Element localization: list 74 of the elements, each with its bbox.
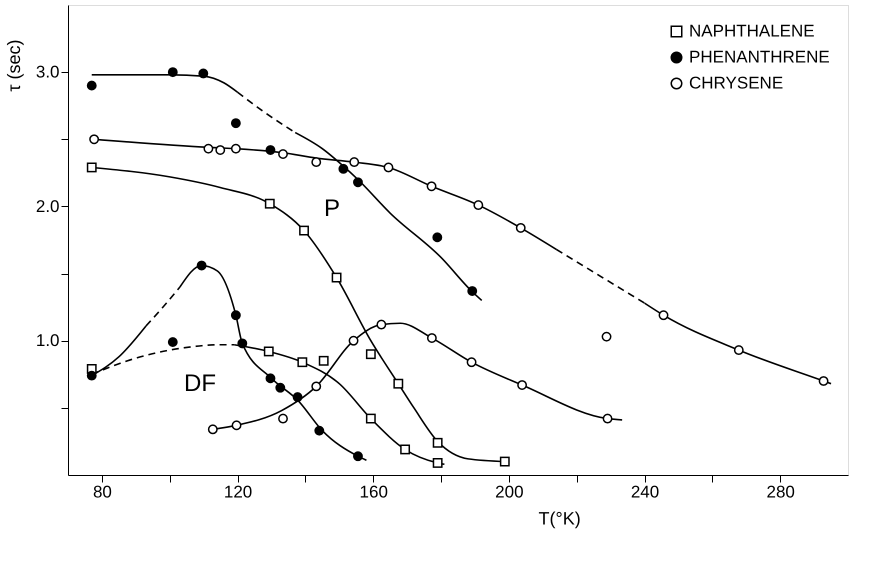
x-tick-label: 240 [630, 482, 660, 502]
point [215, 145, 226, 155]
point [426, 333, 437, 343]
y-tick-label: 3.0 [36, 62, 60, 82]
point [278, 414, 288, 424]
point [230, 118, 241, 128]
legend-label: CHRYSENE [689, 74, 784, 92]
point [376, 320, 386, 330]
x-tick-label: 280 [766, 482, 795, 502]
point [658, 310, 668, 320]
point [353, 451, 363, 462]
point [264, 198, 275, 209]
x-tick-label: 80 [92, 482, 112, 502]
x-tick-label: 120 [224, 482, 252, 502]
x-axis-title: T(°K) [538, 508, 581, 528]
annotation: DF [184, 370, 216, 397]
point [466, 357, 476, 368]
x-tick-label: 200 [495, 482, 524, 502]
legend-label: NAPHTHALENE [689, 22, 815, 40]
point [278, 149, 288, 159]
point [230, 310, 241, 320]
point [426, 181, 436, 192]
x-tick-label: 160 [360, 482, 388, 502]
point [297, 357, 308, 368]
point [266, 145, 276, 155]
point [299, 226, 309, 236]
y-tick-label: 1.0 [36, 331, 60, 350]
point [86, 80, 97, 90]
point [366, 349, 376, 360]
point [467, 286, 478, 296]
point [168, 67, 178, 78]
point [86, 162, 97, 172]
point [500, 456, 510, 467]
point [89, 134, 100, 144]
point [203, 144, 214, 154]
point [349, 157, 360, 168]
y-axis-title: τ (sec) [4, 39, 24, 92]
point [237, 338, 248, 348]
point [432, 458, 443, 468]
point [332, 272, 342, 283]
point [366, 414, 376, 424]
point [264, 346, 274, 356]
point [208, 424, 218, 434]
point [473, 200, 484, 210]
point [400, 444, 410, 454]
point [86, 370, 97, 381]
point [517, 380, 528, 390]
point [292, 392, 303, 402]
point [818, 376, 829, 386]
point [275, 382, 286, 393]
point [266, 373, 276, 384]
point [602, 414, 612, 424]
point [393, 378, 404, 389]
point [384, 162, 394, 172]
legend-label: PHENANTHRENE [689, 48, 830, 66]
point [168, 337, 178, 347]
point [318, 356, 329, 366]
point [432, 438, 443, 448]
point [432, 232, 442, 242]
point [232, 420, 242, 430]
point [196, 260, 207, 270]
point [311, 381, 322, 392]
annotation: P [324, 195, 340, 222]
point [353, 177, 363, 188]
point [348, 336, 358, 346]
y-tick-label: 2.0 [36, 196, 60, 216]
point [311, 157, 322, 168]
point [338, 164, 348, 174]
point [314, 426, 324, 436]
point [230, 144, 241, 154]
point [602, 332, 612, 342]
point [516, 222, 526, 233]
point [198, 68, 208, 78]
point [734, 345, 744, 356]
